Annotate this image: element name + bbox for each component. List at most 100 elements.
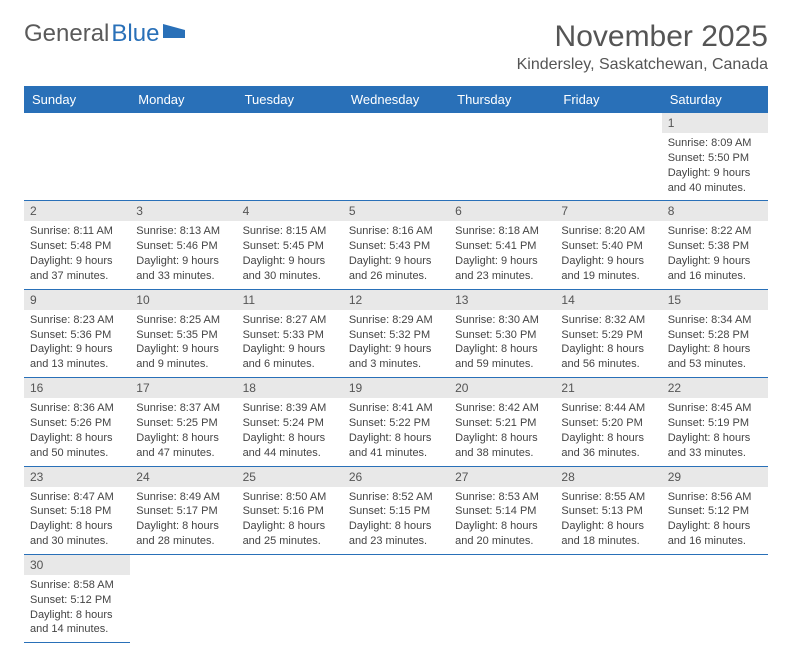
logo-text-2: Blue (111, 20, 159, 48)
daylight-text: Daylight: 8 hours and 18 minutes. (561, 519, 655, 549)
day-details: Sunrise: 8:30 AMSunset: 5:30 PMDaylight:… (449, 310, 555, 377)
day-number-cell: 20 (449, 378, 555, 399)
daylight-text: Daylight: 8 hours and 44 minutes. (243, 431, 337, 461)
day-details: Sunrise: 8:34 AMSunset: 5:28 PMDaylight:… (662, 310, 768, 377)
sunrise-text: Sunrise: 8:27 AM (243, 313, 337, 328)
day-body-cell: Sunrise: 8:23 AMSunset: 5:36 PMDaylight:… (24, 310, 130, 378)
day-details: Sunrise: 8:16 AMSunset: 5:43 PMDaylight:… (343, 221, 449, 288)
location-subtitle: Kindersley, Saskatchewan, Canada (517, 56, 768, 74)
sunset-text: Sunset: 5:36 PM (30, 328, 124, 343)
sunrise-text: Sunrise: 8:11 AM (30, 224, 124, 239)
calendar-table: SundayMondayTuesdayWednesdayThursdayFrid… (24, 86, 768, 643)
day-number-cell: 17 (130, 378, 236, 399)
day-number-cell: 30 (24, 554, 130, 575)
sunrise-text: Sunrise: 8:47 AM (30, 490, 124, 505)
sunrise-text: Sunrise: 8:29 AM (349, 313, 443, 328)
daylight-text: Daylight: 9 hours and 37 minutes. (30, 254, 124, 284)
weekday-header: Saturday (662, 86, 768, 113)
day-details: Sunrise: 8:56 AMSunset: 5:12 PMDaylight:… (662, 487, 768, 554)
day-body-cell (662, 575, 768, 643)
day-body-cell: Sunrise: 8:47 AMSunset: 5:18 PMDaylight:… (24, 487, 130, 555)
sunset-text: Sunset: 5:15 PM (349, 504, 443, 519)
daylight-text: Daylight: 8 hours and 14 minutes. (30, 608, 124, 638)
daylight-text: Daylight: 8 hours and 16 minutes. (668, 519, 762, 549)
day-details: Sunrise: 8:15 AMSunset: 5:45 PMDaylight:… (237, 221, 343, 288)
day-number-cell: 14 (555, 289, 661, 310)
day-details: Sunrise: 8:20 AMSunset: 5:40 PMDaylight:… (555, 221, 661, 288)
day-number-cell: 19 (343, 378, 449, 399)
day-number-cell (449, 554, 555, 575)
day-details: Sunrise: 8:29 AMSunset: 5:32 PMDaylight:… (343, 310, 449, 377)
daylight-text: Daylight: 9 hours and 16 minutes. (668, 254, 762, 284)
week-row: Sunrise: 8:47 AMSunset: 5:18 PMDaylight:… (24, 487, 768, 555)
day-details: Sunrise: 8:32 AMSunset: 5:29 PMDaylight:… (555, 310, 661, 377)
day-number-cell: 3 (130, 201, 236, 222)
day-details: Sunrise: 8:58 AMSunset: 5:12 PMDaylight:… (24, 575, 130, 642)
day-body-cell: Sunrise: 8:55 AMSunset: 5:13 PMDaylight:… (555, 487, 661, 555)
sunset-text: Sunset: 5:26 PM (30, 416, 124, 431)
title-block: November 2025 Kindersley, Saskatchewan, … (517, 20, 768, 74)
day-number-cell (555, 113, 661, 133)
day-body-cell: Sunrise: 8:42 AMSunset: 5:21 PMDaylight:… (449, 398, 555, 466)
weekday-header-row: SundayMondayTuesdayWednesdayThursdayFrid… (24, 86, 768, 113)
daylight-text: Daylight: 8 hours and 47 minutes. (136, 431, 230, 461)
day-body-cell: Sunrise: 8:36 AMSunset: 5:26 PMDaylight:… (24, 398, 130, 466)
sunrise-text: Sunrise: 8:45 AM (668, 401, 762, 416)
day-details: Sunrise: 8:53 AMSunset: 5:14 PMDaylight:… (449, 487, 555, 554)
day-body-cell: Sunrise: 8:09 AMSunset: 5:50 PMDaylight:… (662, 133, 768, 201)
sunset-text: Sunset: 5:25 PM (136, 416, 230, 431)
day-body-cell (555, 133, 661, 201)
day-body-cell (24, 133, 130, 201)
sunrise-text: Sunrise: 8:32 AM (561, 313, 655, 328)
sunrise-text: Sunrise: 8:25 AM (136, 313, 230, 328)
day-body-cell (130, 133, 236, 201)
day-body-cell: Sunrise: 8:30 AMSunset: 5:30 PMDaylight:… (449, 310, 555, 378)
logo-flag-icon (163, 24, 185, 38)
sunrise-text: Sunrise: 8:23 AM (30, 313, 124, 328)
day-number-cell: 18 (237, 378, 343, 399)
sunrise-text: Sunrise: 8:34 AM (668, 313, 762, 328)
sunset-text: Sunset: 5:38 PM (668, 239, 762, 254)
sunrise-text: Sunrise: 8:53 AM (455, 490, 549, 505)
sunset-text: Sunset: 5:17 PM (136, 504, 230, 519)
sunrise-text: Sunrise: 8:37 AM (136, 401, 230, 416)
month-title: November 2025 (517, 20, 768, 54)
day-number-cell: 25 (237, 466, 343, 487)
day-body-cell (343, 133, 449, 201)
sunset-text: Sunset: 5:19 PM (668, 416, 762, 431)
weekday-header: Tuesday (237, 86, 343, 113)
day-details: Sunrise: 8:45 AMSunset: 5:19 PMDaylight:… (662, 398, 768, 465)
sunset-text: Sunset: 5:40 PM (561, 239, 655, 254)
sunset-text: Sunset: 5:45 PM (243, 239, 337, 254)
day-details: Sunrise: 8:11 AMSunset: 5:48 PMDaylight:… (24, 221, 130, 288)
day-body-cell: Sunrise: 8:39 AMSunset: 5:24 PMDaylight:… (237, 398, 343, 466)
day-body-cell: Sunrise: 8:56 AMSunset: 5:12 PMDaylight:… (662, 487, 768, 555)
daylight-text: Daylight: 9 hours and 9 minutes. (136, 342, 230, 372)
day-number-cell: 10 (130, 289, 236, 310)
day-number-cell (237, 113, 343, 133)
day-details: Sunrise: 8:49 AMSunset: 5:17 PMDaylight:… (130, 487, 236, 554)
day-body-cell: Sunrise: 8:22 AMSunset: 5:38 PMDaylight:… (662, 221, 768, 289)
day-body-cell (343, 575, 449, 643)
day-body-cell: Sunrise: 8:15 AMSunset: 5:45 PMDaylight:… (237, 221, 343, 289)
sunset-text: Sunset: 5:20 PM (561, 416, 655, 431)
day-details: Sunrise: 8:44 AMSunset: 5:20 PMDaylight:… (555, 398, 661, 465)
day-number-cell (449, 113, 555, 133)
day-body-cell: Sunrise: 8:58 AMSunset: 5:12 PMDaylight:… (24, 575, 130, 643)
day-details: Sunrise: 8:41 AMSunset: 5:22 PMDaylight:… (343, 398, 449, 465)
sunset-text: Sunset: 5:12 PM (668, 504, 762, 519)
day-details: Sunrise: 8:55 AMSunset: 5:13 PMDaylight:… (555, 487, 661, 554)
day-number-cell: 8 (662, 201, 768, 222)
sunset-text: Sunset: 5:30 PM (455, 328, 549, 343)
day-number-cell (662, 554, 768, 575)
day-number-cell: 26 (343, 466, 449, 487)
day-body-cell (555, 575, 661, 643)
day-number-row: 9101112131415 (24, 289, 768, 310)
week-row: Sunrise: 8:09 AMSunset: 5:50 PMDaylight:… (24, 133, 768, 201)
day-number-cell (130, 554, 236, 575)
sunrise-text: Sunrise: 8:55 AM (561, 490, 655, 505)
day-details: Sunrise: 8:22 AMSunset: 5:38 PMDaylight:… (662, 221, 768, 288)
sunrise-text: Sunrise: 8:44 AM (561, 401, 655, 416)
day-number-row: 1 (24, 113, 768, 133)
day-body-cell: Sunrise: 8:44 AMSunset: 5:20 PMDaylight:… (555, 398, 661, 466)
